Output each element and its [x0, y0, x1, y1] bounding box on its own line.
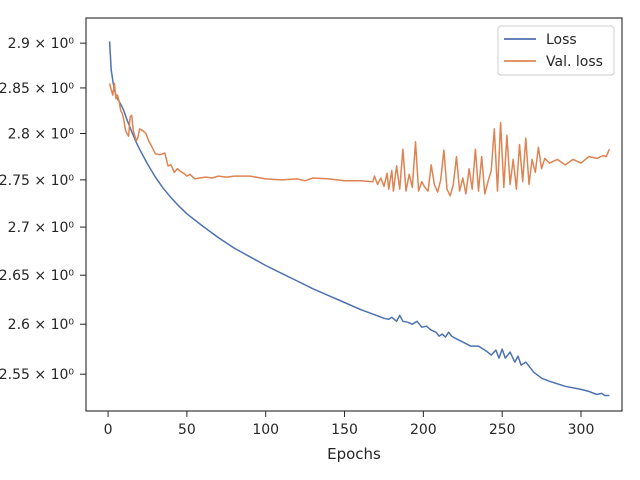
x-tick-label: 150 — [331, 422, 358, 438]
x-tick-label: 300 — [568, 422, 595, 438]
y-tick-label: 2.55 × 10⁰ — [0, 367, 74, 383]
y-tick-label: 2.6 × 10⁰ — [8, 317, 75, 333]
plot-frame — [85, 17, 623, 412]
x-tick-label: 200 — [410, 422, 437, 438]
y-tick-label: 2.7 × 10⁰ — [8, 220, 75, 236]
x-tick-label: 0 — [104, 422, 113, 438]
x-tick-label: 250 — [489, 422, 516, 438]
x-axis-title: Epochs — [327, 445, 381, 463]
x-tick-label: 50 — [178, 422, 196, 438]
plot-area — [86, 18, 622, 411]
x-axis: 0 50 100 150 200 250 300 — [104, 411, 595, 438]
y-tick-label: 2.65 × 10⁰ — [0, 268, 74, 284]
legend-label-1: Val. loss — [546, 54, 603, 70]
y-tick-label: 2.8 × 10⁰ — [8, 126, 75, 142]
series-line-1 — [108, 82, 611, 197]
legend-label-0: Loss — [546, 32, 577, 48]
y-tick-label: 2.85 × 10⁰ — [0, 81, 74, 97]
x-tick-label: 100 — [252, 422, 279, 438]
legend: Loss Val. loss — [497, 25, 615, 76]
y-tick-label: 2.9 × 10⁰ — [8, 36, 75, 52]
y-tick-label: 2.75 × 10⁰ — [0, 173, 74, 189]
y-axis: 2.55 × 10⁰ 2.6 × 10⁰ 2.65 × 10⁰ 2.7 × 10⁰ 2.… — [0, 36, 86, 383]
series-line-0 — [108, 41, 610, 397]
series-layer — [108, 41, 611, 397]
